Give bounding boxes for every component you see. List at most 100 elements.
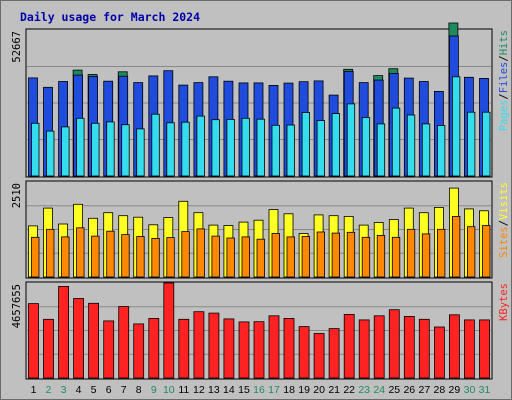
sites-bar: [316, 231, 326, 278]
kbytes-bar: [298, 326, 310, 379]
sites-bar: [421, 233, 431, 278]
panel-0: 52667 Pages/Files/Hits: [11, 22, 510, 178]
kbytes-bar: [283, 317, 295, 379]
pages-bar: [391, 107, 401, 177]
x-tick-label: 27: [419, 384, 431, 396]
pages-bar: [316, 120, 326, 177]
panel-2: 4657655 KBytes: [11, 281, 510, 380]
legend-separator: /: [498, 220, 510, 226]
sites-bar: [482, 225, 491, 278]
x-tick-label: 14: [223, 384, 235, 396]
sites-bar: [271, 233, 280, 278]
pages-bar: [91, 122, 100, 177]
pages-bar: [121, 124, 130, 177]
kbytes-bar: [58, 285, 69, 379]
kbytes-bar: [463, 319, 475, 379]
x-tick-label: 19: [298, 384, 310, 396]
kbytes-bar: [358, 319, 370, 379]
kbytes-bar: [28, 303, 39, 379]
pages-bar: [301, 112, 311, 177]
chart-title: Daily usage for March 2024: [20, 10, 200, 24]
pages-bar: [196, 115, 205, 177]
legend: KBytes: [498, 283, 510, 321]
kbytes-bar: [448, 314, 460, 379]
sites-bar: [241, 236, 250, 278]
kbytes-bar: [88, 302, 99, 379]
sites-bar: [151, 237, 160, 278]
sites-bar: [466, 226, 476, 278]
sites-bar: [166, 237, 175, 278]
x-tick-label: 22: [343, 384, 355, 396]
pages-bar: [286, 124, 295, 177]
kbytes-bar: [238, 321, 250, 379]
kbytes-bar: [178, 318, 190, 379]
legend-kbytes: KBytes: [498, 283, 510, 321]
x-tick-label: 3: [61, 384, 67, 396]
kbytes-bar: [103, 320, 115, 379]
kbytes-bar: [388, 309, 400, 379]
x-tick-label: 9: [151, 384, 157, 396]
legend-visits: Visits: [498, 182, 510, 220]
x-tick-label: 25: [388, 384, 400, 396]
pages-bar: [46, 130, 55, 177]
panel-1: 2510 Sites/Visits: [11, 180, 510, 279]
sites-bar: [46, 228, 55, 278]
pages-bar: [482, 111, 491, 177]
kbytes-bar: [268, 315, 280, 379]
sites-bar: [451, 215, 461, 278]
x-tick-label: 2: [46, 384, 52, 396]
sites-bar: [286, 236, 295, 278]
sites-bar: [76, 227, 85, 278]
x-tick-label: 29: [449, 384, 461, 396]
x-tick-label: 18: [283, 384, 295, 396]
kbytes-bar: [43, 318, 54, 379]
pages-bar: [181, 121, 190, 177]
kbytes-bar: [223, 318, 235, 379]
pages-bar: [361, 117, 371, 177]
x-tick-label: 31: [479, 384, 491, 396]
pages-bar: [376, 123, 386, 177]
sites-bar: [211, 235, 220, 278]
sites-bar: [331, 232, 341, 278]
pages-bar: [61, 126, 70, 177]
x-tick-label: 28: [434, 384, 446, 396]
y-max-label: 2510: [11, 183, 23, 208]
legend-separator: /: [498, 55, 510, 61]
kbytes-bar: [163, 282, 175, 379]
pages-bar: [406, 114, 416, 177]
sites-bar: [121, 234, 130, 278]
legend-files: Files: [498, 62, 510, 94]
pages-bar: [241, 117, 250, 177]
y-max-label: 52667: [11, 31, 23, 63]
sites-bar: [376, 234, 386, 278]
x-tick-label: 7: [121, 384, 127, 396]
kbytes-bar: [148, 317, 160, 379]
kbytes-bar: [193, 311, 205, 379]
kbytes-bar: [208, 312, 220, 379]
x-tick-label: 11: [178, 384, 189, 396]
pages-bar: [271, 124, 280, 177]
legend: Pages/Files/Hits: [498, 30, 510, 131]
pages-bar: [136, 128, 145, 177]
kbytes-bar: [253, 321, 265, 379]
y-max-label: 4657655: [11, 284, 23, 328]
x-tick-label: 23: [358, 384, 370, 396]
kbytes-bar: [433, 326, 445, 379]
x-tick-label: 15: [238, 384, 250, 396]
sites-bar: [196, 228, 205, 278]
pages-bar: [76, 117, 85, 177]
pages-bar: [151, 113, 160, 177]
sites-bar: [31, 236, 40, 278]
x-tick-label: 5: [91, 384, 97, 396]
x-tick-label: 13: [208, 384, 220, 396]
pages-bar: [436, 125, 446, 177]
sites-bar: [61, 236, 70, 278]
x-tick-label: 24: [373, 384, 385, 396]
kbytes-bar: [328, 328, 340, 379]
x-tick-label: 17: [268, 384, 280, 396]
x-tick-label: 16: [253, 384, 265, 396]
x-tick-label: 30: [464, 384, 476, 396]
pages-bar: [331, 113, 341, 177]
sites-bar: [361, 236, 371, 278]
pages-bar: [166, 122, 175, 177]
